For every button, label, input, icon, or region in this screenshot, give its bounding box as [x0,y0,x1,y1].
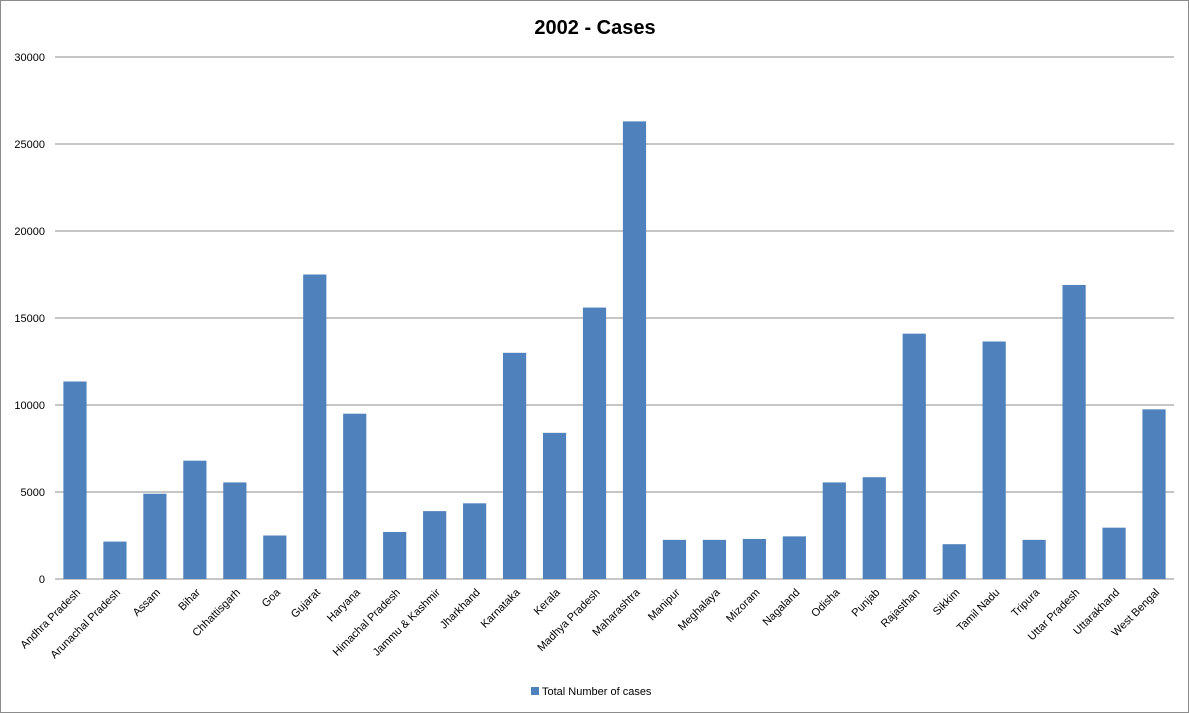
chart-title: 2002 - Cases [534,17,655,39]
bar [1142,409,1166,579]
bar [223,482,247,579]
bar [143,493,167,579]
x-tick-label: Tamil Nadu [955,587,1002,634]
bar [822,482,846,579]
bar [782,536,806,579]
bar [463,503,487,579]
bar [982,341,1006,579]
x-tick-label: Meghalaya [676,586,723,633]
bars [63,121,1166,579]
bar [622,121,647,579]
x-tick-label: Bihar [176,586,203,613]
x-tick-label: Jharkhand [438,587,483,632]
bar [303,274,327,579]
bar [103,541,127,579]
x-tick-label: Punjab [850,587,883,620]
y-tick-label: 5000 [21,487,45,499]
x-tick-label: Assam [131,587,163,619]
x-tick-label: Karnataka [479,586,524,631]
gridlines [55,56,1174,580]
bar [542,432,567,579]
bar [742,538,766,579]
legend-label: Total Number of cases [542,686,652,698]
legend: Total Number of cases [531,686,652,698]
x-tick-label: Jammu & Kashmir [371,586,443,658]
y-axis-ticks: 0 5000 10000 15000 20000 25000 30000 [14,52,45,586]
bar [63,381,87,579]
x-tick-label: Arunachal Pradesh [48,587,123,662]
bar [502,352,527,579]
bar [902,333,926,579]
y-tick-label: 25000 [14,139,45,151]
bar [1062,284,1086,579]
bar [183,460,207,579]
bar [383,532,407,579]
x-tick-label: Tripura [1009,586,1042,619]
x-tick-label: Sikkim [931,587,962,618]
bar [862,477,886,579]
bar [1022,539,1046,579]
x-tick-label: Himachal Pradesh [331,587,403,659]
bar [702,539,727,579]
x-tick-label: Nagaland [761,587,803,629]
bar [1102,527,1126,579]
bar [343,413,367,579]
x-tick-label: Gujarat [289,587,323,621]
x-tick-label: Goa [260,586,284,610]
y-tick-label: 0 [39,574,45,586]
bar [263,535,287,579]
x-tick-label: Mizoram [724,587,762,625]
bar [423,511,447,579]
bar [662,539,687,579]
x-tick-label: Manipur [646,586,683,623]
bar [942,544,966,579]
y-tick-label: 10000 [14,400,45,412]
y-tick-label: 20000 [14,226,45,238]
y-tick-label: 15000 [14,313,45,325]
x-tick-label: Rajasthan [879,587,923,631]
x-tick-label: Odisha [809,586,843,620]
x-tick-label: Kerala [532,586,564,618]
y-tick-label: 30000 [14,52,45,64]
legend-swatch [531,687,539,695]
bar [582,307,607,579]
x-tick-label: Haryana [325,586,364,625]
